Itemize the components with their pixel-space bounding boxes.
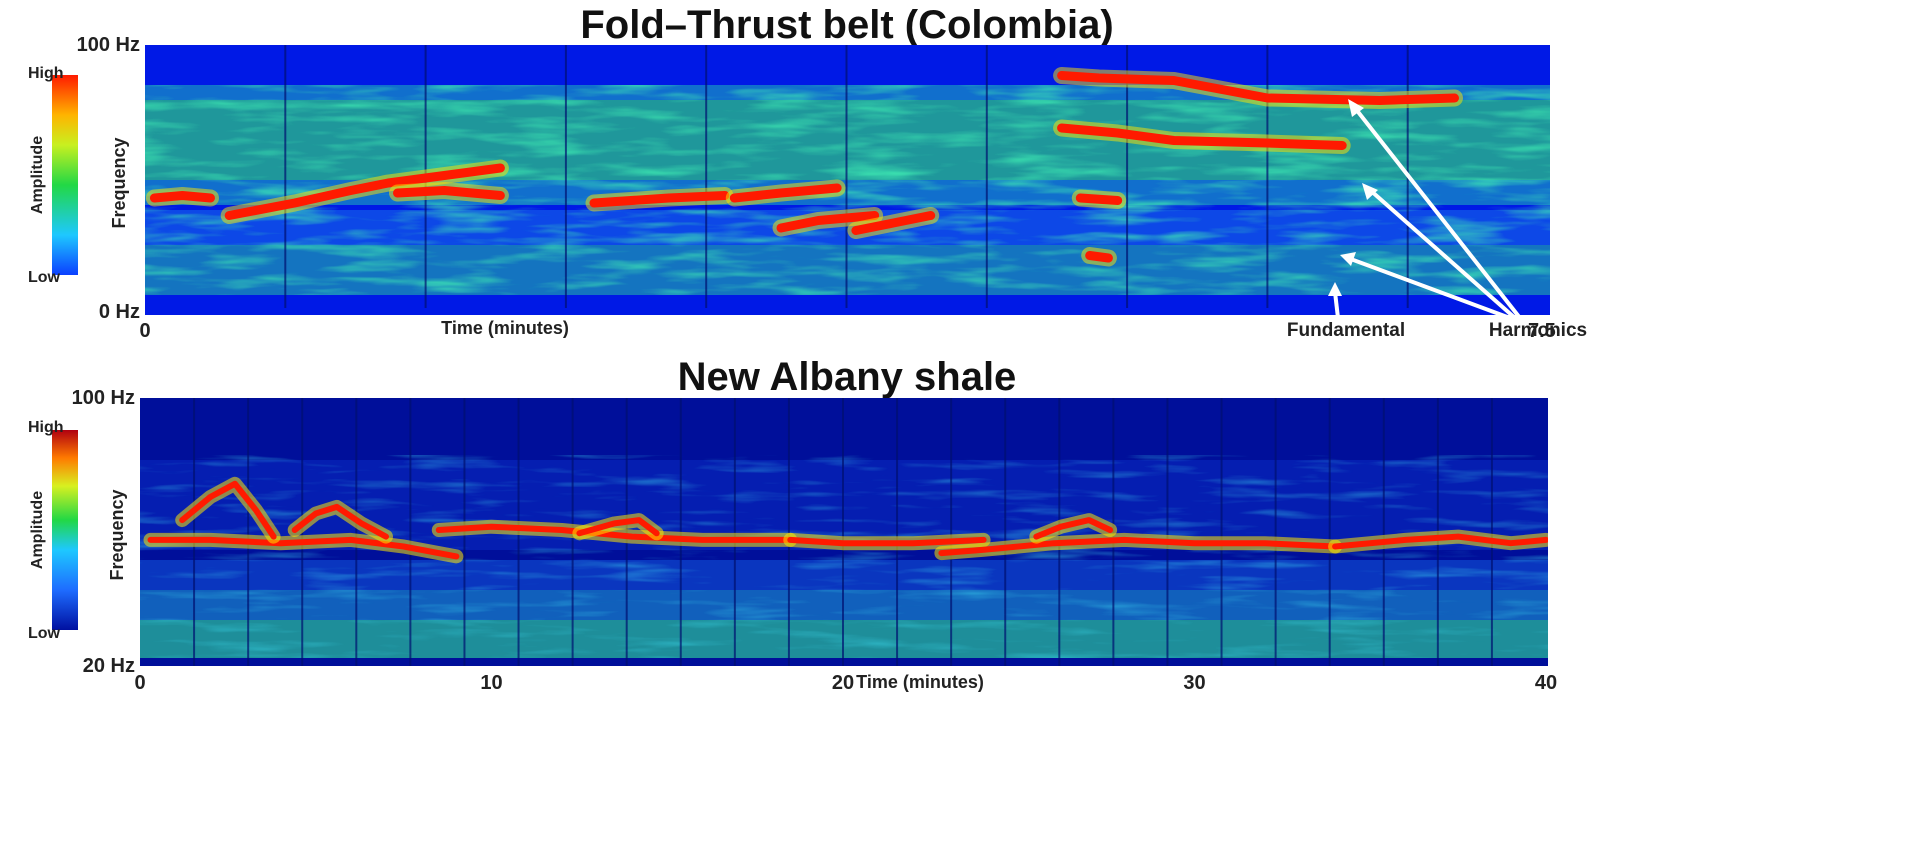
x-tick-top-start: 0 <box>139 320 150 342</box>
y-tick-bottom-max: 100 Hz <box>72 387 135 409</box>
tremor-trace <box>589 191 730 208</box>
y-axis-label-top: Frequency <box>109 137 129 228</box>
y-tick-top-min: 0 Hz <box>99 301 140 323</box>
spectrogram-energy-top <box>145 45 1550 315</box>
x-ticks-bottom: 0 10 20 30 40 <box>134 672 1557 694</box>
chart-title-top: Fold–Thrust belt (Colombia) <box>580 3 1113 47</box>
tremor-trace <box>851 211 936 235</box>
spectrogram-energy-bottom <box>140 398 1548 666</box>
y-tick-top-max: 100 Hz <box>77 34 140 56</box>
x-tick-bottom: 30 <box>1183 672 1205 694</box>
colorbar-gradient-bottom <box>52 430 78 630</box>
chart-title-bottom: New Albany shale <box>678 355 1017 399</box>
tremor-trace <box>938 536 1339 557</box>
x-tick-bottom: 20 <box>832 672 854 694</box>
tremor-trace <box>1057 123 1347 150</box>
colorbar-top: High Low Amplitude <box>28 65 78 286</box>
colorbar-gradient-top <box>52 75 78 275</box>
tremor-trace <box>147 536 460 560</box>
tremor-trace <box>1332 533 1548 550</box>
tremor-trace <box>1075 193 1123 205</box>
tremor-trace <box>393 186 505 200</box>
x-tick-top-end: 7.5 <box>1528 320 1556 342</box>
tremor-trace <box>787 536 987 547</box>
tremor-trace <box>1057 71 1459 105</box>
tremor-trace <box>576 517 660 537</box>
annotation-fundamental: Fundamental <box>1287 320 1405 341</box>
annotation-arrows <box>1328 99 1522 320</box>
tremor-trace <box>179 480 277 540</box>
tremor-trace <box>1033 517 1114 540</box>
colorbar-high-top: High <box>28 65 64 82</box>
x-tick-bottom: 40 <box>1535 672 1557 694</box>
x-axis-label-top: Time (minutes) <box>441 318 569 338</box>
tremor-traces-top <box>145 67 1463 267</box>
colorbar-label-top: Amplitude <box>29 136 46 214</box>
tremor-trace <box>776 211 880 233</box>
y-axis-label-bottom: Frequency <box>107 489 127 580</box>
y-tick-bottom-min: 20 Hz <box>83 655 135 677</box>
x-tick-bottom: 0 <box>134 672 145 694</box>
tremor-trace <box>149 191 215 203</box>
tremor-trace <box>1085 251 1113 263</box>
colorbar-bottom: High Low Amplitude <box>28 419 78 642</box>
tremor-trace <box>224 163 505 220</box>
panel-fold-thrust: Fold–Thrust belt (Colombia) 100 Hz 0 Hz … <box>28 3 1587 342</box>
colorbar-low-top: Low <box>28 269 61 286</box>
colorbar-low-bottom: Low <box>28 625 61 642</box>
annotation-harmonics: Harmonics <box>1489 320 1587 341</box>
panel-new-albany: New Albany shale 100 Hz 20 Hz Frequency … <box>28 355 1557 694</box>
x-axis-label-bottom: Time (minutes) <box>856 672 984 692</box>
tremor-trace <box>729 183 842 203</box>
x-tick-bottom: 10 <box>480 672 502 694</box>
tremor-trace <box>291 503 389 540</box>
colorbar-label-bottom: Amplitude <box>29 491 46 569</box>
colorbar-high-bottom: High <box>28 419 64 436</box>
tremor-traces-bottom <box>143 476 1548 564</box>
